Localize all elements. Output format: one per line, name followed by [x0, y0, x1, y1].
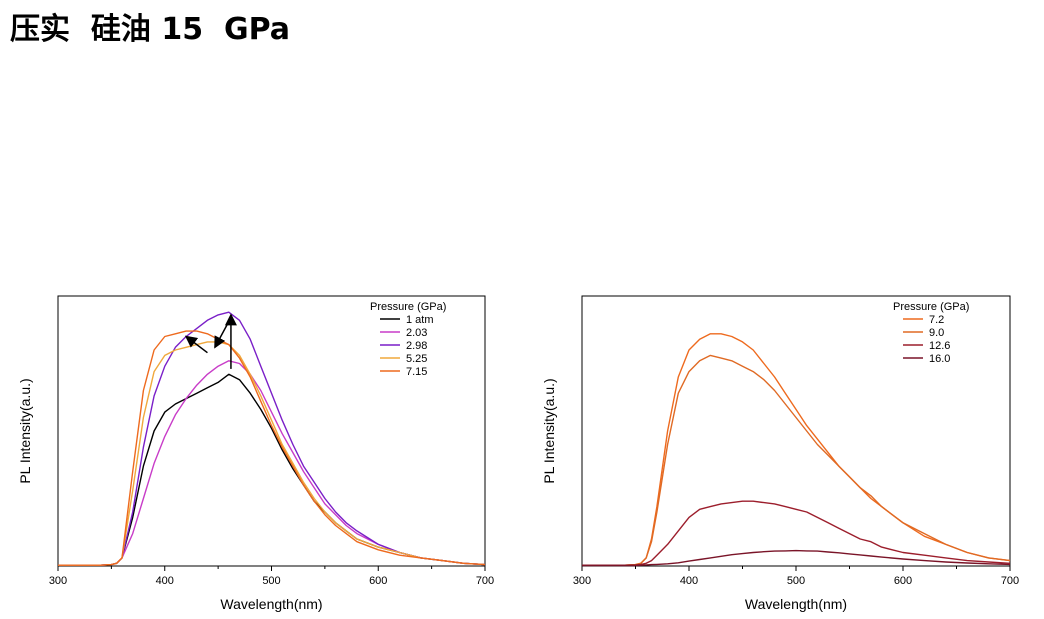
x-tick-label: 400 — [680, 575, 698, 587]
series-line-1-atm — [58, 373, 486, 566]
page-title: 压实 硅油 15 GPa — [10, 12, 291, 47]
x-tick-label: 400 — [156, 575, 174, 587]
x-tick-label: 500 — [787, 575, 805, 587]
x-axis-label: Wavelength(nm) — [220, 596, 322, 612]
annotation-arrow-left — [184, 335, 208, 354]
legend-entry: 5.25 — [406, 353, 427, 365]
x-axis-label: Wavelength(nm) — [745, 596, 847, 612]
x-tick-label: 700 — [476, 575, 494, 587]
legend-title: Pressure (GPa) — [893, 301, 969, 313]
series-line-2.98 — [58, 311, 486, 566]
plot-frame — [581, 295, 1011, 567]
legend-title: Pressure (GPa) — [370, 301, 446, 313]
chart-1-group: 300 400 500 600 700 Wavelength(nm) PL Intensit… — [541, 295, 1019, 612]
series-line-5.25 — [58, 341, 486, 566]
y-axis-label: PL Intensity(a.u.) — [541, 378, 557, 483]
legend-entry: 12.6 — [929, 340, 950, 352]
series-line-7.2 — [582, 333, 1011, 566]
series-line-16.0 — [582, 549, 1011, 567]
legend-entry: 2.98 — [406, 340, 427, 352]
legend-entry: 16.0 — [929, 353, 950, 365]
x-tick-label: 700 — [1001, 575, 1019, 587]
x-tick-label: 600 — [894, 575, 912, 587]
x-tick-label: 300 — [49, 575, 67, 587]
chart-0-group: 300 400 500 600 700 Wavelength(nm) PL Intensit… — [17, 295, 494, 612]
y-axis-label: PL Intensity(a.u.) — [17, 378, 33, 483]
series-line-7.15 — [58, 330, 486, 566]
x-tick-label: 500 — [262, 575, 280, 587]
legend-entry: 1 atm — [406, 314, 434, 326]
x-tick-label: 300 — [573, 575, 591, 587]
legend-entry: 2.03 — [406, 327, 427, 339]
legend-entry: 7.15 — [406, 366, 427, 378]
legend-entry: 7.2 — [929, 314, 944, 326]
series-line-12.6 — [582, 500, 1011, 566]
legend-entry: 9.0 — [929, 327, 944, 339]
series-line-9.0 — [582, 354, 1011, 566]
x-tick-label: 600 — [369, 575, 387, 587]
annotation-arrow-diag — [214, 317, 232, 349]
